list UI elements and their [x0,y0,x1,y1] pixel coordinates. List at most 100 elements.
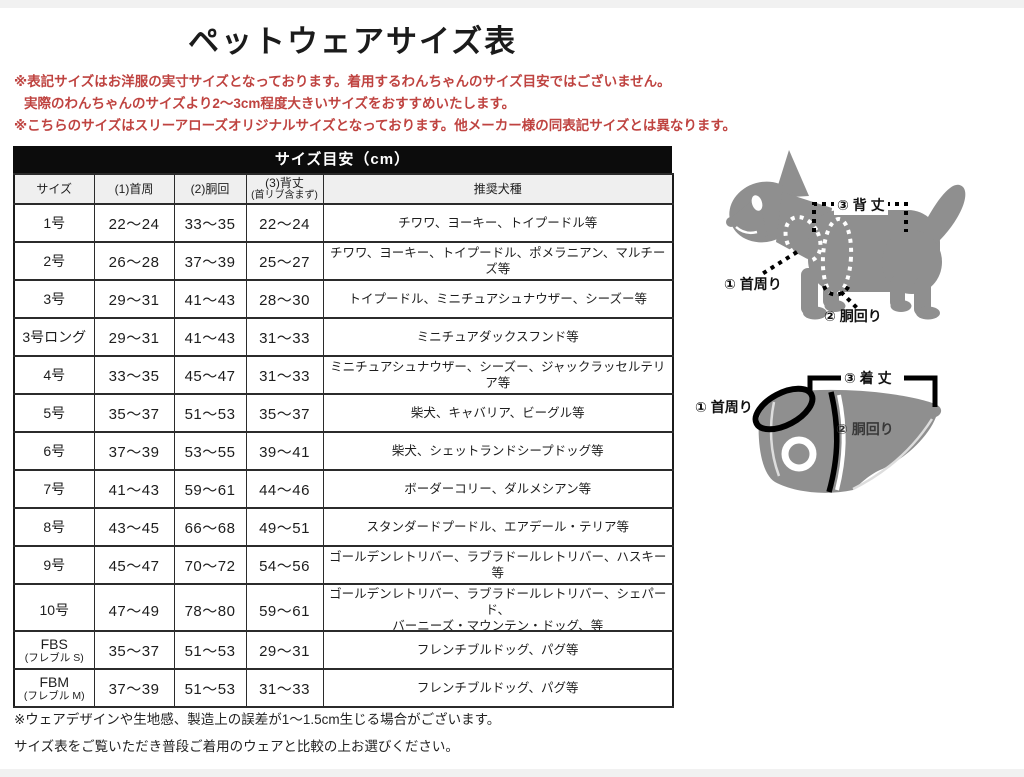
size-row: FBM (フレブル M) 37～39 51～53 31～33 フレンチブルドッグ… [13,668,674,708]
girth-cell: 33～35 [173,203,247,243]
neck-cell: 22～24 [93,203,175,243]
neck-cell: 29～31 [93,317,175,357]
size-cell: 2号 [13,241,95,281]
back-cell: 29～31 [245,630,324,670]
girth-measure-ellipse [820,217,854,297]
breeds-cell: チワワ、ヨーキー、トイプードル等 [322,203,674,243]
breeds-cell: スタンダードプードル、エアデール・テリア等 [322,507,674,547]
size-row: 9号 45～47 70～72 54～56 ゴールデンレトリバー、ラブラドールレト… [13,545,674,585]
neck-cell: 43～45 [93,507,175,547]
breeds-cell: チワワ、ヨーキー、トイプードル、ポメラニアン、マルチーズ等 [322,241,674,281]
page-title: ペットウェアサイズ表 [188,24,518,59]
dog-rear-paw [916,306,940,320]
back-cell: 44～46 [245,469,324,509]
girth-cell: 53～55 [173,431,247,471]
notice-line-3: ※こちらのサイズはスリーアローズオリジナルサイズとなっております。他メーカー様の… [14,118,737,133]
breeds-cell: ゴールデンレトリバー、ラブラドールレトリバー、ハスキー等 [322,545,674,585]
size-cell: 7号 [13,469,95,509]
girth-cell: 41～43 [173,317,247,357]
neck-cell: 35～37 [93,393,175,433]
breeds-cell: 柴犬、キャバリア、ビーグル等 [322,393,674,433]
girth-cell: 51～53 [173,668,247,708]
neck-cell: 26～28 [93,241,175,281]
breeds-cell: フレンチブルドッグ、パグ等 [322,630,674,670]
back-cell: 49～51 [245,507,324,547]
col-header-back-main: (3)背丈 [265,176,304,190]
size-row: 2号 26～28 37～39 25～27 チワワ、ヨーキー、トイプードル、ポメラ… [13,241,674,281]
neck-cell: 47～49 [93,583,175,637]
back-cell: 28～30 [245,279,324,319]
size-cell: 4号 [13,355,95,395]
neck-cell: 33～35 [93,355,175,395]
table-caption: サイズ目安（cm） [13,146,672,173]
back-cell: 31～33 [245,317,324,357]
size-cell: 3号ロング [13,317,95,357]
girth-cell: 51～53 [173,393,247,433]
girth-cell: 51～53 [173,630,247,670]
size-cell: 1号 [13,203,95,243]
breeds-cell: ゴールデンレトリバー、ラブラドールレトリバー、シェパード、 バーニーズ・マウンテ… [322,583,674,637]
wear-back-seam [852,418,934,491]
back-cell: 25～27 [245,241,324,281]
dog-front-paw-2 [824,300,846,312]
size-row: 3号ロング 29～31 41～43 31～33 ミニチュアダックスフンド等 [13,317,674,357]
size-cell: FBS (フレブル S) [13,630,95,670]
footer-line-2: サイズ表をご覧いただき普段ご着用のウェアと比較の上お選びください。 [14,739,459,754]
wear-length-label: ③ 着 丈 [841,368,895,388]
girth-measure-ellipse-bottom [822,281,852,297]
girth-cell: 41～43 [173,279,247,319]
wear-measurement-diagram: ③ 着 丈 ① 首周り ② 胴回り [695,340,1024,515]
dog-front-paw [803,306,827,320]
col-header-girth: (2)胴回 [173,173,247,205]
neck-cell: 45～47 [93,545,175,585]
size-row: FBS (フレブル S) 35～37 51～53 29～31 フレンチブルドッグ… [13,630,674,670]
neck-cell: 35～37 [93,630,175,670]
neck-cell: 37～39 [93,431,175,471]
wear-front-seam [769,401,781,477]
neck-measure-ellipse [783,215,823,263]
footer-note: ※ウェアデザインや生地感、製造上の誤差が1～1.5cm生じる場合がございます。 … [14,706,500,760]
col-header-size: サイズ [13,173,95,205]
col-header-back-note: (首リブ含まず) [251,190,318,201]
back-cell: 31～33 [245,668,324,708]
size-row: 3号 29～31 41～43 28～30 トイプードル、ミニチュアシュナウザー、… [13,279,674,319]
dog-measurement-diagram: ③ 背 丈 ① 首周り ② 胴回り [700,140,1024,345]
wear-neck-label: ① 首周り [695,399,753,415]
dog-nose [726,217,736,227]
size-cell: 8号 [13,507,95,547]
girth-cell: 66～68 [173,507,247,547]
footer-line-1: ※ウェアデザインや生地感、製造上の誤差が1～1.5cm生じる場合がございます。 [14,712,501,727]
girth-line-highlight [835,394,846,491]
neck-cell: 37～39 [93,668,175,708]
neck-pointer-line [760,250,799,276]
size-cell: 10号 [13,583,95,637]
size-cell: 6号 [13,431,95,471]
size-row: 10号 47～49 78～80 59～61 ゴールデンレトリバー、ラブラドールレ… [13,583,674,637]
dog-back-length-label: ③ 背 丈 [834,195,888,215]
header-row: サイズ (1)首周 (2)胴回 (3)背丈 (首リブ含まず) 推奨犬種 [13,173,674,205]
dog-silhouette [726,150,966,320]
dog-neck-label: ① 首周り [724,276,782,292]
top-edge-strip [0,0,1024,8]
col-header-breeds: 推奨犬種 [322,173,674,205]
notice-line-1: ※表記サイズはお洋服の実寸サイズとなっております。着用するわんちゃんのサイズ目安… [14,74,671,89]
col-header-neck: (1)首周 [93,173,175,205]
size-cell: FBM (フレブル M) [13,668,95,708]
breeds-cell: 柴犬、シェットランドシープドッグ等 [322,431,674,471]
size-row: 6号 37～39 53～55 39～41 柴犬、シェットランドシープドッグ等 [13,431,674,471]
girth-cell: 37～39 [173,241,247,281]
size-cell: 3号 [13,279,95,319]
dog-tail [920,184,966,249]
breeds-cell: トイプードル、ミニチュアシュナウザー、シーズー等 [322,279,674,319]
size-row: 8号 43～45 66～68 49～51 スタンダードプードル、エアデール・テリ… [13,507,674,547]
leg-hole [781,436,817,472]
girth-line [826,391,840,493]
girth-pointer-line [839,290,859,310]
back-cell: 39～41 [245,431,324,471]
back-cell: 31～33 [245,355,324,395]
girth-cell: 59～61 [173,469,247,509]
breeds-cell: ミニチュアシュナウザー、シーズー、ジャックラッセルテリア等 [322,355,674,395]
size-row: 7号 41～43 59～61 44～46 ボーダーコリー、ダルメシアン等 [13,469,674,509]
girth-cell: 78～80 [173,583,247,637]
wear-silhouette-graphic [752,375,942,493]
